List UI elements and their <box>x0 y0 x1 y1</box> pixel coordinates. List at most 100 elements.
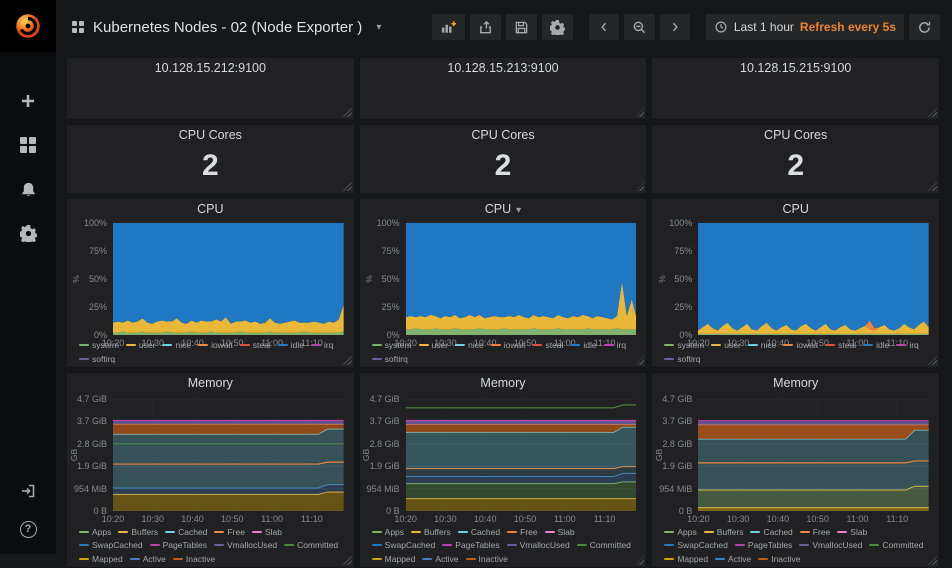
legend-item-steal[interactable]: steal <box>532 339 563 352</box>
legend-item-steal[interactable]: steal <box>240 339 271 352</box>
panel-title[interactable]: 10.128.15.212:9100 <box>67 58 354 78</box>
panel-title[interactable]: CPU Cores <box>652 125 939 145</box>
sign-in-icon[interactable] <box>17 480 39 502</box>
panel-resize-handle[interactable] <box>635 108 644 117</box>
legend-item-softirq[interactable]: softirq <box>79 353 115 366</box>
panel-resize-handle[interactable] <box>928 108 937 117</box>
legend-item-slab[interactable]: Slab <box>252 526 282 539</box>
legend-item-inactive[interactable]: Inactive <box>466 553 508 566</box>
legend-item-idle[interactable]: idle <box>278 339 304 352</box>
configuration-gear-icon[interactable] <box>17 222 39 244</box>
save-button[interactable] <box>506 14 537 40</box>
legend-item-nice[interactable]: nice <box>748 339 777 352</box>
legend-item-active[interactable]: Active <box>130 553 166 566</box>
legend-item-slab[interactable]: Slab <box>837 526 867 539</box>
legend-item-iowait[interactable]: iowait <box>491 339 526 352</box>
legend-item-mapped[interactable]: Mapped <box>664 553 708 566</box>
legend-item-free[interactable]: Free <box>800 526 830 539</box>
panel-title[interactable]: CPU Cores <box>67 125 354 145</box>
legend-item-nice[interactable]: nice <box>162 339 191 352</box>
legend-item-user[interactable]: user <box>711 339 741 352</box>
legend-item-free[interactable]: Free <box>507 526 537 539</box>
grafana-logo[interactable] <box>0 0 56 52</box>
panel-title[interactable]: 10.128.15.215:9100 <box>652 58 939 78</box>
legend-swatch <box>735 544 745 546</box>
panel-title[interactable]: CPU <box>652 199 939 219</box>
time-range-picker[interactable]: Last 1 hour Refresh every 5s <box>706 14 904 40</box>
legend-item-inactive[interactable]: Inactive <box>173 553 215 566</box>
dashboard-title[interactable]: Kubernetes Nodes - 02 (Node Exporter ) <box>93 19 362 36</box>
legend-item-nice[interactable]: nice <box>455 339 484 352</box>
panel-title[interactable]: CPU Cores <box>360 125 647 145</box>
legend-item-idle[interactable]: idle <box>863 339 889 352</box>
legend-item-iowait[interactable]: iowait <box>783 339 818 352</box>
refresh-button[interactable] <box>909 14 940 40</box>
legend-item-pagetables[interactable]: PageTables <box>150 539 207 552</box>
legend-item-apps[interactable]: Apps <box>372 526 404 539</box>
dashboard-title-group[interactable]: Kubernetes Nodes - 02 (Node Exporter ) ▾ <box>72 19 381 36</box>
legend-item-committed[interactable]: Committed <box>869 539 923 552</box>
legend-item-buffers[interactable]: Buffers <box>118 526 158 539</box>
add-panel-button[interactable] <box>432 14 465 40</box>
panel-title[interactable]: CPU▾ <box>360 199 647 219</box>
legend-item-cached[interactable]: Cached <box>458 526 500 539</box>
legend-item-softirq[interactable]: softirq <box>664 353 700 366</box>
legend-item-iowait[interactable]: iowait <box>198 339 233 352</box>
panel-title[interactable]: CPU <box>67 199 354 219</box>
legend-item-apps[interactable]: Apps <box>79 526 111 539</box>
panel-resize-handle[interactable] <box>343 108 352 117</box>
legend-item-cached[interactable]: Cached <box>750 526 792 539</box>
legend-item-committed[interactable]: Committed <box>577 539 631 552</box>
panel-title[interactable]: Memory <box>360 373 647 393</box>
legend-item-active[interactable]: Active <box>715 553 751 566</box>
legend-item-swapcached[interactable]: SwapCached <box>79 539 143 552</box>
legend-item-free[interactable]: Free <box>214 526 244 539</box>
legend-item-user[interactable]: user <box>126 339 156 352</box>
legend-item-inactive[interactable]: Inactive <box>758 553 800 566</box>
legend-item-committed[interactable]: Committed <box>284 539 338 552</box>
legend-item-system[interactable]: system <box>664 339 704 352</box>
zoom-out-button[interactable] <box>624 14 655 40</box>
legend-item-buffers[interactable]: Buffers <box>704 526 744 539</box>
share-button[interactable] <box>470 14 501 40</box>
legend-item-swapcached[interactable]: SwapCached <box>664 539 728 552</box>
legend-item-vmallocused[interactable]: VmallocUsed <box>214 539 277 552</box>
legend-item-irq[interactable]: irq <box>896 339 918 352</box>
legend-item-irq[interactable]: irq <box>604 339 626 352</box>
create-icon[interactable] <box>17 90 39 112</box>
legend-item-vmallocused[interactable]: VmallocUsed <box>799 539 862 552</box>
panel-title[interactable]: Memory <box>652 373 939 393</box>
alerting-bell-icon[interactable] <box>17 178 39 200</box>
legend-item-mapped[interactable]: Mapped <box>79 553 123 566</box>
legend-item-mapped[interactable]: Mapped <box>372 553 416 566</box>
legend-item-active[interactable]: Active <box>422 553 458 566</box>
legend-item-pagetables[interactable]: PageTables <box>735 539 792 552</box>
panel-title[interactable]: 10.128.15.213:9100 <box>360 58 647 78</box>
legend-item-softirq[interactable]: softirq <box>372 353 408 366</box>
settings-gear-button[interactable] <box>542 14 573 40</box>
legend-item-system[interactable]: system <box>79 339 119 352</box>
dashboards-icon[interactable] <box>17 134 39 156</box>
legend-item-system[interactable]: system <box>372 339 412 352</box>
legend-item-user[interactable]: user <box>419 339 449 352</box>
legend-item-idle[interactable]: idle <box>570 339 596 352</box>
legend-item-apps[interactable]: Apps <box>664 526 696 539</box>
panel-title[interactable]: Memory <box>67 373 354 393</box>
legend-item-slab[interactable]: Slab <box>545 526 575 539</box>
legend-item-cached[interactable]: Cached <box>165 526 207 539</box>
legend-item-swapcached[interactable]: SwapCached <box>372 539 436 552</box>
legend-item-irq[interactable]: irq <box>311 339 333 352</box>
legend-item-vmallocused[interactable]: VmallocUsed <box>507 539 570 552</box>
legend-item-buffers[interactable]: Buffers <box>411 526 451 539</box>
help-icon[interactable]: ? <box>17 518 39 540</box>
time-back-button[interactable] <box>589 14 619 40</box>
legend-item-steal[interactable]: steal <box>825 339 856 352</box>
time-forward-button[interactable] <box>660 14 690 40</box>
legend-item-pagetables[interactable]: PageTables <box>442 539 499 552</box>
